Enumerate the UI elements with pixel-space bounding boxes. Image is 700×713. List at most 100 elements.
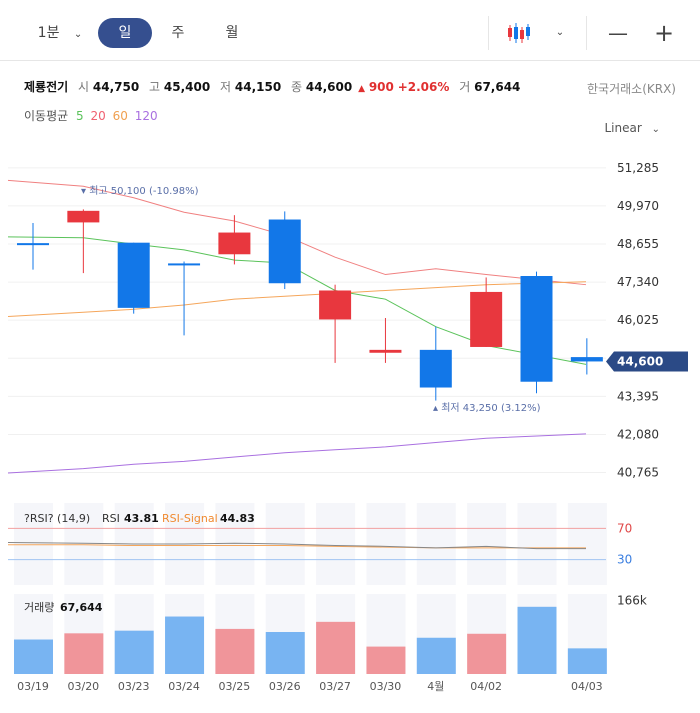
- x-tick-label: 03/27: [319, 680, 351, 693]
- tab-week[interactable]: 주: [171, 25, 185, 41]
- y-tick-label: 40,765: [617, 466, 659, 480]
- low-label: 저: [220, 80, 232, 94]
- volume-bar: [165, 616, 205, 674]
- toolbar-divider: [586, 16, 587, 50]
- x-tick-label: 03/20: [67, 680, 99, 693]
- x-tick-label: 03/30: [370, 680, 402, 693]
- ma120-line: [7, 433, 587, 474]
- plus-icon: +: [653, 19, 675, 47]
- y-tick-label: 48,655: [617, 237, 659, 251]
- volume-bar: [114, 630, 154, 674]
- y-tick-label: 46,025: [617, 313, 659, 327]
- chevron-down-icon: ⌄: [651, 124, 660, 135]
- rsi-line: [7, 541, 586, 550]
- y-tick-label: 47,340: [617, 275, 659, 289]
- high-marker-label: ▾ 최고 50,100 (-10.98%): [81, 185, 199, 197]
- volume-y-tick: 166k: [617, 594, 647, 608]
- chart-toolbar: 1분 ⌄ 일 주 월 ⌄ — +: [0, 0, 700, 61]
- rsi-value: 43.81: [124, 512, 159, 525]
- candle-body: [570, 357, 603, 362]
- candle-body: [168, 263, 201, 266]
- volume-bar: [416, 637, 456, 674]
- rsi-column-bg: [366, 503, 406, 585]
- tab-month[interactable]: 월: [225, 25, 239, 41]
- x-tick-label: 03/24: [168, 680, 200, 693]
- ma-label: 이동평균: [24, 109, 69, 123]
- y-tick-label: 51,285: [617, 161, 659, 175]
- up-triangle-icon: ▲: [358, 84, 365, 94]
- minus-icon: —: [608, 21, 628, 45]
- rsi-signal-line: [8, 544, 586, 549]
- change-value: 900: [368, 80, 394, 94]
- close-label: 종: [291, 80, 303, 94]
- open-value: 44,750: [92, 80, 140, 94]
- rsi-column-bg: [517, 503, 557, 585]
- last-price-label: 44,600: [617, 354, 663, 368]
- moving-average-legend: 이동평균 5 20 60 120: [24, 107, 158, 124]
- toolbar-divider: [488, 16, 489, 50]
- interval-label: 1분: [37, 25, 60, 41]
- open-label: 시: [78, 80, 90, 94]
- rsi-title: ?RSI? (14,9): [24, 512, 90, 525]
- zoom-out-button[interactable]: —: [604, 18, 632, 48]
- candlestick-type-button[interactable]: [504, 18, 534, 48]
- volume-label: 거래량: [24, 601, 54, 614]
- candle-body: [319, 290, 352, 320]
- rsi-level-30-label: 30: [617, 553, 632, 567]
- interval-dropdown[interactable]: 1분 ⌄: [30, 18, 90, 48]
- y-tick-label: 42,080: [617, 427, 659, 441]
- high-value: 45,400: [163, 80, 211, 94]
- tab-day[interactable]: 일: [98, 18, 152, 48]
- ma60-line: [7, 281, 587, 318]
- candle-body: [218, 232, 251, 255]
- volume-bar: [14, 639, 53, 674]
- volume-value: 67,644: [474, 80, 521, 94]
- high-label: 고: [149, 80, 161, 94]
- candle-body: [419, 349, 452, 388]
- candle-body: [67, 210, 100, 223]
- rsi-column-bg: [416, 503, 456, 585]
- ma-60: 60: [112, 109, 128, 123]
- x-tick-label: 04/02: [470, 680, 502, 693]
- volume-bar: [64, 633, 104, 674]
- rsi-column-bg: [316, 503, 356, 585]
- volume-bar: [567, 648, 607, 674]
- low-marker-label: ▴ 최저 43,250 (3.12%): [433, 402, 541, 414]
- ma-20: 20: [90, 109, 106, 123]
- volume-bar: [265, 632, 305, 674]
- candle-body: [117, 242, 150, 308]
- volume-bar: [215, 628, 255, 674]
- zoom-in-button[interactable]: +: [650, 18, 678, 48]
- scale-mode-dropdown[interactable]: Linear ⌄: [604, 121, 660, 135]
- x-tick-label: 04/03: [571, 680, 603, 693]
- candlestick-icon: [508, 23, 530, 43]
- change-percent: +2.06%: [397, 80, 450, 94]
- rsi-label: RSI: [102, 512, 120, 525]
- x-tick-label: 03/25: [219, 680, 251, 693]
- volume-bar: [316, 621, 356, 674]
- chevron-down-icon[interactable]: ⌄: [555, 27, 565, 38]
- rsi-level-70-label: 70: [617, 521, 632, 535]
- chevron-down-icon: ⌄: [73, 29, 83, 40]
- close-value: 44,600: [305, 80, 353, 94]
- volume-bar: [517, 606, 557, 674]
- rsi-column-bg: [14, 503, 53, 585]
- candle-body: [520, 276, 553, 382]
- x-tick-label: 03/19: [17, 680, 49, 693]
- candle-body: [17, 243, 49, 246]
- rsi-signal-value: 44.83: [220, 512, 255, 525]
- rsi-signal-label: RSI-Signal: [162, 512, 218, 525]
- candle-body: [470, 291, 503, 347]
- y-tick-label: 43,395: [617, 389, 659, 403]
- volume-bar: [467, 633, 507, 674]
- volume-label: 거: [459, 80, 471, 94]
- x-tick-label: 03/23: [118, 680, 150, 693]
- volume-value: 67,644: [60, 601, 103, 614]
- ma-120: 120: [134, 109, 158, 123]
- candle-body: [369, 349, 402, 353]
- rsi-column-bg: [215, 503, 255, 585]
- exchange-name: 한국거래소(KRX): [587, 82, 676, 96]
- volume-bar: [366, 646, 406, 674]
- quote-info: 제룡전기 시 44,750 고 45,400 저 44,150 종 44,600…: [24, 78, 520, 95]
